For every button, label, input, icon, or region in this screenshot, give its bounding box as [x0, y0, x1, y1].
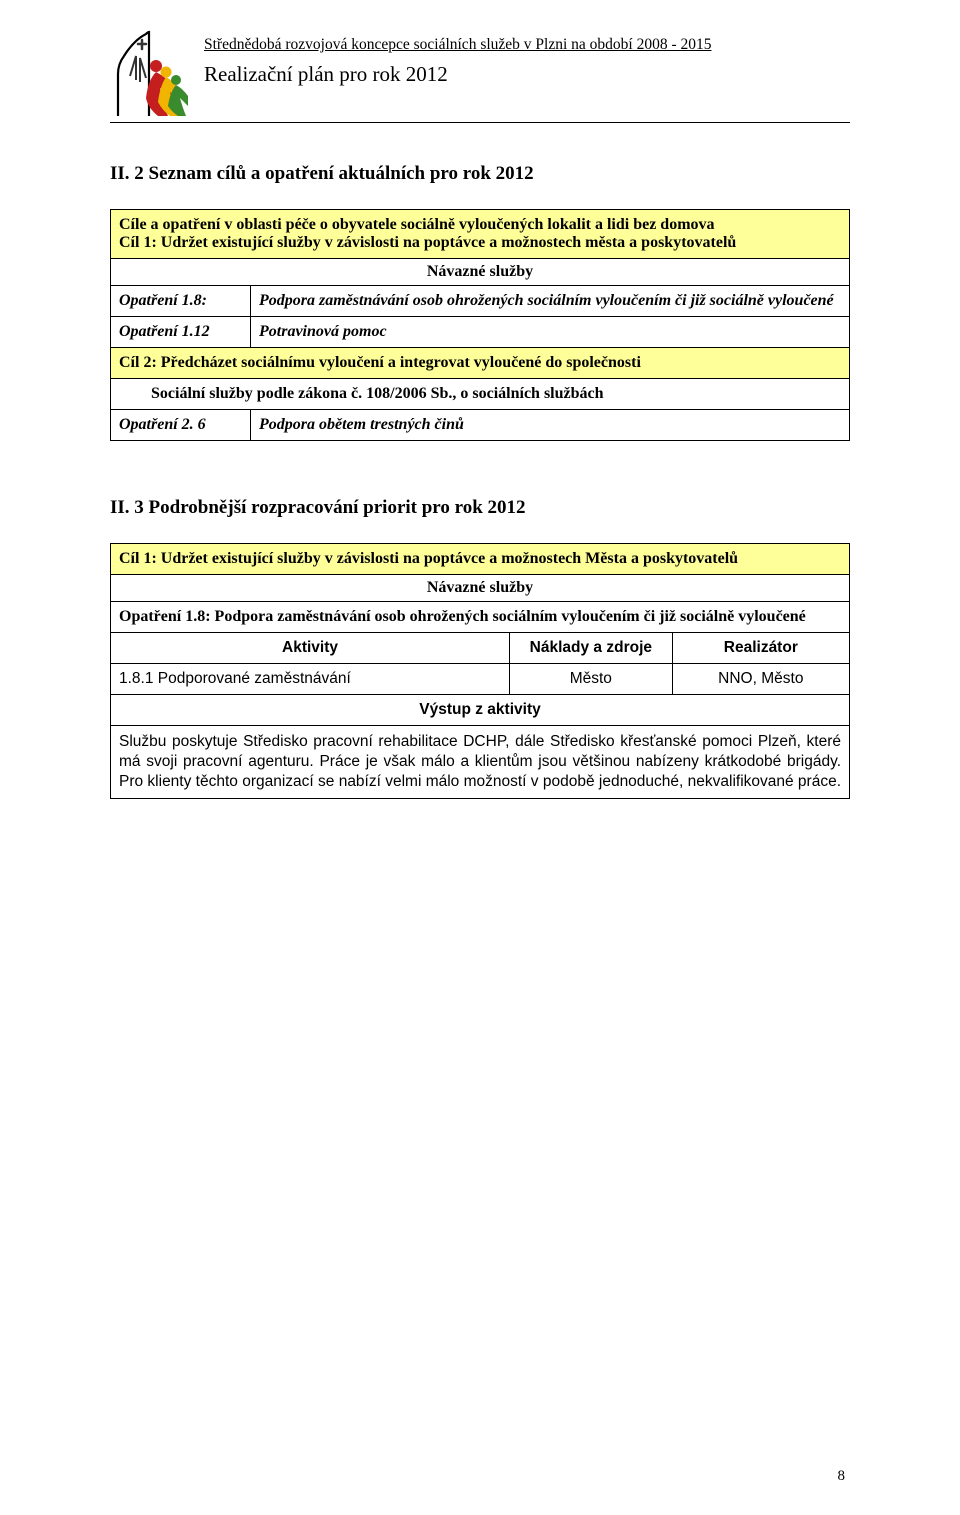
page-number: 8	[838, 1468, 846, 1485]
opatreni-2-6-label: Opatření 2. 6	[111, 410, 251, 441]
cil-2-cell: Cíl 2: Předcházet sociálnímu vyloučení a…	[111, 348, 850, 379]
page-header: Střednědobá rozvojová koncepce sociálníc…	[110, 30, 850, 118]
opatreni-1-12-desc: Potravinová pomoc	[251, 317, 850, 348]
section-heading-1: II. 2 Seznam cílů a opatření aktuálních …	[110, 163, 850, 185]
vystup-header: Výstup z aktivity	[111, 695, 850, 726]
table-row: Opatření 1.8: Podpora zaměstnávání osob …	[111, 602, 850, 633]
cil-1b-cell: Cíl 1: Udržet existující služby v závisl…	[111, 544, 850, 575]
table-row: Aktivity Náklady a zdroje Realizátor	[111, 633, 850, 664]
section-heading-2: II. 3 Podrobnější rozpracování priorit p…	[110, 497, 850, 519]
table-row: Opatření 1.12 Potravinová pomoc	[111, 317, 850, 348]
spacer	[110, 441, 850, 497]
table-row: 1.8.1 Podporované zaměstnávání Město NNO…	[111, 664, 850, 695]
header-divider	[110, 122, 850, 123]
plzen-logo-icon	[110, 30, 188, 118]
header-text-block: Střednědobá rozvojová koncepce sociálníc…	[204, 30, 850, 87]
table-row: Cíle a opatření v oblasti péče o obyvate…	[111, 210, 850, 259]
opatreni-1-8-full: Opatření 1.8: Podpora zaměstnávání osob …	[111, 602, 850, 633]
table-row: Sociální služby podle zákona č. 108/2006…	[111, 379, 850, 410]
vystup-text: Službu poskytuje Středisko pracovní reha…	[111, 726, 850, 799]
header-subtitle: Realizační plán pro rok 2012	[204, 62, 850, 87]
naklady-cell: Město	[510, 664, 673, 695]
table-row: Službu poskytuje Středisko pracovní reha…	[111, 726, 850, 799]
cil-1-cell: Cíle a opatření v oblasti péče o obyvate…	[111, 210, 850, 259]
table-row: Výstup z aktivity	[111, 695, 850, 726]
realizator-header: Realizátor	[672, 633, 849, 664]
header-title: Střednědobá rozvojová koncepce sociálníc…	[204, 36, 850, 54]
table-row: Opatření 2. 6 Podpora obětem trestných č…	[111, 410, 850, 441]
table-row: Opatření 1.8: Podpora zaměstnávání osob …	[111, 286, 850, 317]
navazne-sluzby-cell: Návazné služby	[111, 259, 850, 286]
navazne-sluzby-cell-2: Návazné služby	[111, 575, 850, 602]
table-2: Cíl 1: Udržet existující služby v závisl…	[110, 543, 850, 799]
socialni-sluzby-cell: Sociální služby podle zákona č. 108/2006…	[111, 379, 850, 410]
table-row: Cíl 2: Předcházet sociálnímu vyloučení a…	[111, 348, 850, 379]
table-row: Cíl 1: Udržet existující služby v závisl…	[111, 544, 850, 575]
opatreni-1-8-label: Opatření 1.8:	[111, 286, 251, 317]
opatreni-1-12-label: Opatření 1.12	[111, 317, 251, 348]
table-row: Návazné služby	[111, 575, 850, 602]
activity-1-8-1: 1.8.1 Podporované zaměstnávání	[111, 664, 510, 695]
naklady-header: Náklady a zdroje	[510, 633, 673, 664]
table-row: Návazné služby	[111, 259, 850, 286]
opatreni-2-6-desc: Podpora obětem trestných činů	[251, 410, 850, 441]
aktivity-header: Aktivity	[111, 633, 510, 664]
table-1: Cíle a opatření v oblasti péče o obyvate…	[110, 209, 850, 441]
realizator-cell: NNO, Město	[672, 664, 849, 695]
opatreni-1-8-desc: Podpora zaměstnávání osob ohrožených soc…	[251, 286, 850, 317]
